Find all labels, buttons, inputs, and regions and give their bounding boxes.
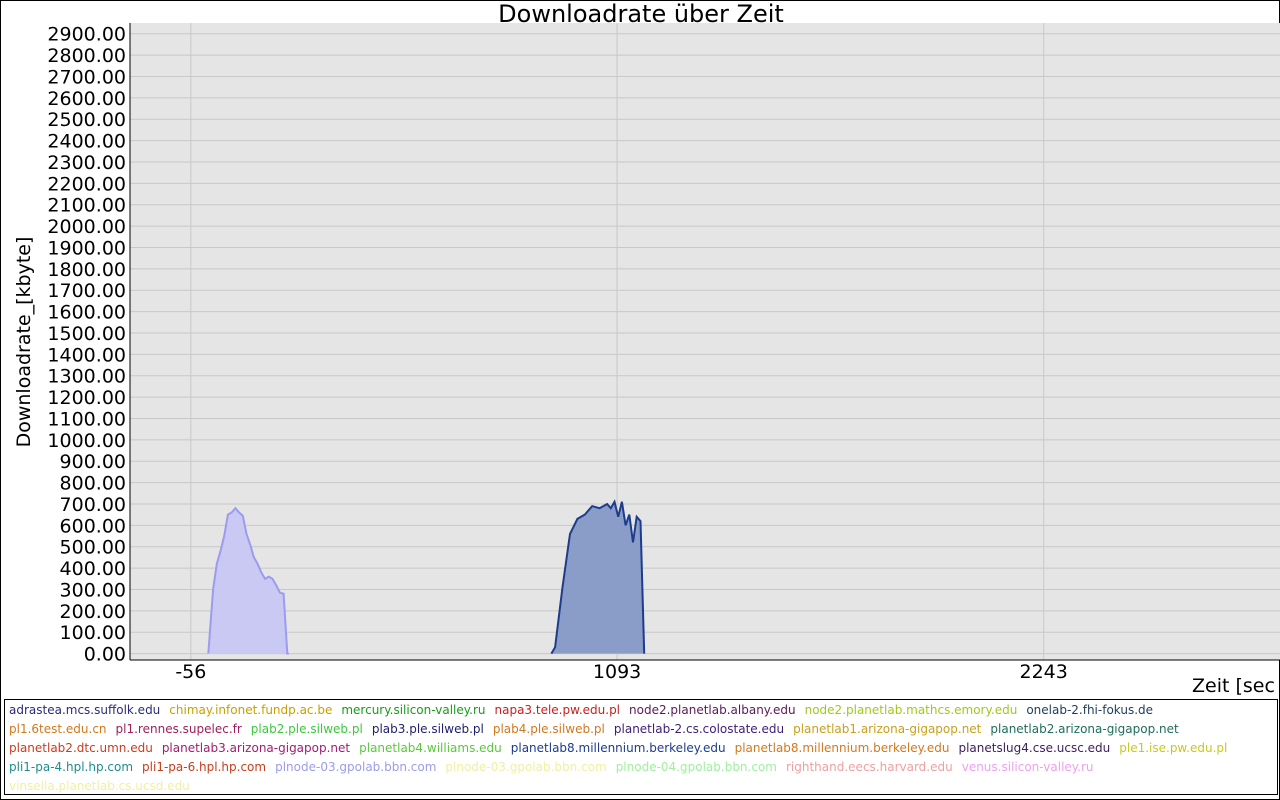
legend-entry: planetlab2.dtc.umn.edu (9, 741, 153, 755)
y-tick-label: 2400.00 (47, 131, 126, 153)
y-tick-label: 2600.00 (47, 88, 126, 110)
legend-entry: planetlab-2.cs.colostate.edu (613, 722, 785, 736)
y-tick-label: 800.00 (60, 473, 126, 495)
y-tick-label: 1600.00 (47, 302, 126, 324)
x-axis-ticks: -56 1093 2243 (175, 661, 1068, 683)
legend-entry: venus.silicon-valley.ru (961, 760, 1094, 774)
y-tick-label: 1100.00 (47, 408, 126, 430)
x-tick-label: 2243 (1020, 661, 1068, 683)
legend-entry: planetslug4.cse.ucsc.edu (958, 741, 1111, 755)
y-tick-label: 900.00 (60, 451, 126, 473)
y-tick-label: 2800.00 (47, 45, 126, 67)
legend-entry: adrastea.mcs.suffolk.edu (9, 703, 161, 717)
legend-entry: ple1.ise.pw.edu.pl (1119, 741, 1228, 755)
legend-entry: planetlab8.millennium.berkeley.edu (734, 741, 950, 755)
y-tick-label: 2100.00 (47, 195, 126, 217)
legend-entry: righthand.eecs.harvard.edu (785, 760, 953, 774)
y-axis-label: Downloadrate_[kbyte] (13, 237, 35, 448)
y-tick-label: 0.00 (84, 644, 126, 666)
y-tick-label: 100.00 (60, 622, 126, 644)
y-tick-label: 1500.00 (47, 323, 126, 345)
series-2-area (551, 501, 645, 654)
y-tick-label: 1800.00 (47, 259, 126, 281)
legend-entry: pl1.rennes.supelec.fr (115, 722, 242, 736)
y-tick-label: 1900.00 (47, 237, 126, 259)
plot-area (130, 23, 1280, 660)
legend-entry: plab4.ple.silweb.pl (492, 722, 605, 736)
legend-row: adrastea.mcs.suffolk.edu chimay.infonet.f… (9, 703, 1162, 717)
y-tick-label: 2200.00 (47, 173, 126, 195)
series-1-area (208, 508, 289, 654)
legend-entry: plab3.ple.silweb.pl (371, 722, 484, 736)
legend-entry: onelab-2.fhi-fokus.de (1026, 703, 1154, 717)
legend-row: pli1-pa-4.hpl.hp.com pli1-pa-6.hpl.hp.com… (9, 760, 1103, 774)
legend-entry: plnode-03.gpolab.bbn.com (445, 760, 607, 774)
y-tick-label: 2900.00 (47, 24, 126, 46)
legend-entry: node2.planetlab.albany.edu (629, 703, 796, 717)
legend: adrastea.mcs.suffolk.edu chimay.infonet.f… (4, 699, 1278, 795)
y-tick-label: 600.00 (60, 515, 126, 537)
y-tick-label: 500.00 (60, 537, 126, 559)
y-axis-ticks: 0.00100.00200.00300.00400.00500.00600.00… (47, 24, 126, 666)
y-tick-label: 1300.00 (47, 366, 126, 388)
x-tick-label: -56 (175, 661, 206, 683)
chart: 0.00100.00200.00300.00400.00500.00600.00… (13, 0, 1280, 697)
legend-entry: pl1.6test.edu.cn (9, 722, 107, 736)
x-tick-label: 1093 (593, 661, 641, 683)
legend-row: pl1.6test.edu.cn pl1.rennes.supelec.fr pla… (9, 722, 1188, 736)
y-tick-label: 1400.00 (47, 344, 126, 366)
legend-row: vinsella.planetlab.cs.ucsd.edu (9, 779, 199, 793)
legend-entry: pli1-pa-6.hpl.hp.com (142, 760, 267, 774)
y-tick-label: 200.00 (60, 601, 126, 623)
legend-entry: planetlab1.arizona-gigapop.net (793, 722, 982, 736)
y-tick-label: 700.00 (60, 494, 126, 516)
legend-entry: plnode-04.gpolab.bbn.com (615, 760, 777, 774)
legend-entry: mercury.silicon-valley.ru (341, 703, 486, 717)
y-tick-label: 2300.00 (47, 152, 126, 174)
legend-entry: planetlab4.williams.edu (359, 741, 502, 755)
y-tick-label: 1200.00 (47, 387, 126, 409)
y-tick-label: 1700.00 (47, 280, 126, 302)
legend-entry: pli1-pa-4.hpl.hp.com (9, 760, 134, 774)
legend-entry: vinsella.planetlab.cs.ucsd.edu (9, 779, 190, 793)
legend-entry: planetlab2.arizona-gigapop.net (990, 722, 1179, 736)
series-layer (207, 499, 646, 655)
y-tick-label: 2500.00 (47, 109, 126, 131)
legend-entry: node2.planetlab.mathcs.emory.edu (804, 703, 1018, 717)
legend-entry: plnode-03.gpolab.bbn.com (275, 760, 437, 774)
legend-entry: plab2.ple.silweb.pl (250, 722, 363, 736)
chart-title: Downloadrate über Zeit (498, 0, 784, 28)
y-tick-label: 1000.00 (47, 430, 126, 452)
series-1-line (207, 506, 289, 655)
grid (130, 23, 1280, 660)
legend-entry: chimay.infonet.fundp.ac.be (169, 703, 333, 717)
legend-entry: planetlab3.arizona-gigapop.net (161, 741, 351, 755)
series-2-line (550, 499, 646, 655)
legend-entry: napa3.tele.pw.edu.pl (494, 703, 621, 717)
y-tick-label: 300.00 (60, 579, 126, 601)
x-axis-label: Zeit [sec (1192, 675, 1275, 697)
y-tick-label: 2700.00 (47, 66, 126, 88)
legend-entry: planetlab8.millennium.berkeley.edu (510, 741, 726, 755)
y-tick-label: 400.00 (60, 558, 126, 580)
legend-row: planetlab2.dtc.umn.edu planetlab3.arizona… (9, 741, 1236, 755)
y-tick-label: 2000.00 (47, 216, 126, 238)
